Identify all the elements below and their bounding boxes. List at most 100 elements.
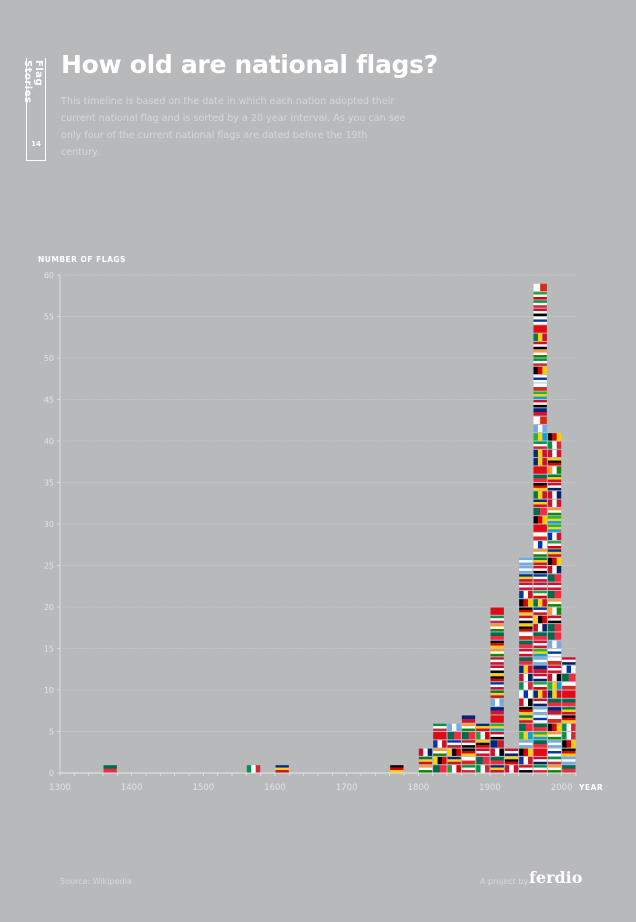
flag-stripe [547, 632, 555, 640]
y-tick-label: 35 [44, 479, 54, 488]
flag-mark [547, 590, 562, 599]
flag-stripe [533, 748, 547, 756]
flag-stripe [562, 759, 576, 762]
flag-stripe [533, 607, 547, 610]
flag-stripe [490, 723, 504, 727]
flag-stripe [461, 765, 476, 768]
y-tick-label: 60 [44, 271, 54, 280]
flag-stripe [533, 321, 547, 325]
flag-stripe [533, 387, 547, 391]
flag-stripe [542, 449, 547, 458]
y-tick-label: 50 [44, 354, 54, 363]
flag-stripe [490, 756, 504, 761]
flag-stripe [533, 308, 547, 312]
flag-stripe [533, 743, 547, 748]
flag-mark [519, 657, 533, 665]
flag-mark [461, 732, 476, 740]
flag-stripe [461, 723, 476, 727]
flag-mark [533, 433, 547, 441]
flag-stripe [519, 566, 533, 569]
flag-stripe [554, 624, 562, 632]
flag-stripe [418, 756, 433, 760]
flag-stripe [533, 759, 547, 762]
flag-stripe [547, 491, 553, 499]
flag-mark [533, 499, 547, 507]
flag-stripe [537, 690, 543, 698]
flag-stripe [537, 599, 543, 607]
flag-stripe [519, 590, 524, 599]
flag-stripe [519, 715, 533, 718]
flag-stripe [418, 767, 433, 771]
flag-stripe [547, 524, 562, 527]
flag-stripe [519, 707, 533, 710]
flag-stripe [490, 649, 504, 652]
flag-mark [547, 615, 562, 624]
flag-stripe [562, 723, 567, 731]
flag-mark [533, 516, 547, 524]
flag-mark [519, 765, 533, 773]
flag-mark [547, 657, 562, 665]
flag-stripe [533, 590, 547, 594]
flag-stripe [552, 433, 557, 441]
flag-stripe [433, 740, 438, 748]
flag-mark [562, 723, 576, 731]
flag-mark [533, 690, 547, 698]
flag-mark [418, 748, 433, 756]
flag-stripe [533, 765, 547, 768]
flag-stripe [523, 698, 529, 707]
flag-stripe [547, 682, 553, 690]
flag-mark [519, 607, 533, 615]
flag-stripe [476, 742, 490, 746]
flag-stripe [533, 595, 547, 599]
flag-stripe [533, 416, 541, 424]
flag-mark [433, 732, 447, 740]
flag-stripe [542, 624, 547, 632]
flag-stripe [523, 599, 529, 607]
flag-stripe [533, 360, 547, 364]
flag-stripe [533, 756, 547, 760]
flag-stripe [433, 751, 447, 754]
flag-mark [533, 375, 547, 383]
flag-mark [504, 748, 519, 756]
flag-stripe [390, 770, 404, 773]
flag-stripe [461, 767, 476, 771]
flag-stripe [533, 653, 547, 657]
flag-stripe [533, 313, 547, 317]
flag-stripe [562, 740, 567, 748]
flag-stripe [490, 618, 504, 621]
flag-stripe [519, 740, 533, 743]
flag-stripe [547, 761, 562, 765]
flag-mark [533, 350, 547, 358]
flag-stripe [547, 460, 562, 464]
flag-stripe [562, 711, 576, 715]
flag-mark [476, 740, 490, 748]
flag-stripe [547, 466, 553, 474]
flag-stripe [275, 770, 289, 773]
flag-stripe [275, 767, 289, 771]
flag-stripe [504, 761, 519, 765]
flag-stripe [562, 720, 576, 723]
flag-mark [533, 308, 547, 317]
flag-stripe [562, 682, 576, 686]
flag-mark [519, 715, 533, 723]
flag-mark [547, 765, 562, 773]
flag-mark [547, 632, 562, 640]
flag-stripe [523, 690, 529, 698]
flag-stripe [433, 732, 447, 740]
flag-stripe [490, 657, 504, 660]
flag-stripe [547, 479, 562, 483]
flag-stripe [547, 618, 562, 621]
flag-stripe [547, 734, 562, 737]
flag-stripe [537, 541, 543, 549]
flag-mark [533, 599, 547, 607]
flag-stripe [533, 333, 538, 341]
flag-mark [533, 632, 547, 640]
flag-stripe [490, 740, 498, 748]
flag-mark [476, 756, 490, 765]
flag-mark [533, 756, 547, 765]
flag-mark [533, 732, 547, 740]
flag-mark [533, 698, 547, 707]
flag-stripe [533, 355, 547, 358]
flag-mark [533, 748, 547, 756]
flag-stripe [547, 740, 562, 743]
